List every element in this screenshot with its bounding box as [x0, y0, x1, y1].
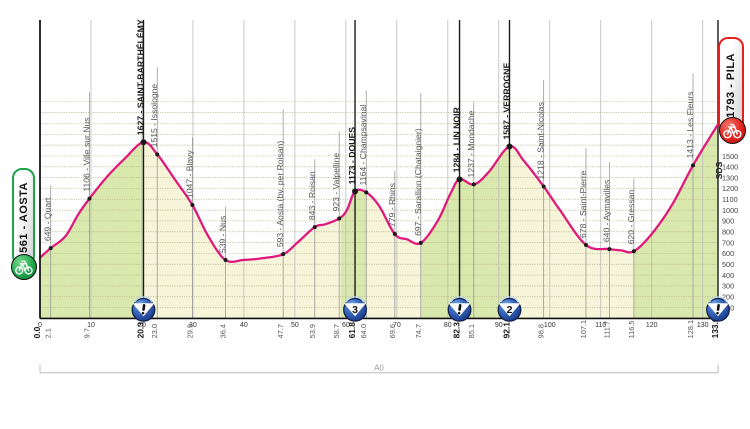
svg-text:100: 100 — [544, 322, 556, 329]
svg-text:85.1: 85.1 — [467, 324, 476, 338]
svg-text:700: 700 — [722, 238, 734, 247]
svg-text:400: 400 — [722, 271, 734, 280]
svg-text:923 - Valpelline: 923 - Valpelline — [331, 153, 341, 212]
svg-text:2.1: 2.1 — [44, 328, 53, 338]
svg-text:1413 - Les Fleurs: 1413 - Les Fleurs — [685, 91, 695, 158]
svg-text:1500: 1500 — [722, 152, 738, 161]
svg-text:20.3: 20.3 — [135, 322, 145, 339]
svg-text:1106 - Ville sur Nus: 1106 - Ville sur Nus — [81, 117, 91, 191]
svg-text:82.3: 82.3 — [452, 322, 462, 339]
svg-text:620 - Gressan: 620 - Gressan — [626, 190, 636, 245]
svg-text:1400: 1400 — [722, 163, 738, 172]
svg-text:61.8: 61.8 — [347, 322, 357, 339]
svg-text:900: 900 — [722, 217, 734, 226]
svg-text:3: 3 — [352, 304, 358, 316]
svg-text:1237 - Mondache: 1237 - Mondache — [466, 110, 476, 177]
svg-text:69.6: 69.6 — [388, 324, 397, 338]
svg-text:92.1: 92.1 — [502, 322, 512, 339]
svg-text:23.0: 23.0 — [150, 324, 159, 338]
svg-text:539 - Nus: 539 - Nus — [218, 216, 228, 253]
svg-text:1000: 1000 — [722, 206, 738, 215]
svg-text:649 - Quart: 649 - Quart — [43, 197, 53, 241]
svg-text:640 - Aymavilles: 640 - Aymavilles — [601, 180, 611, 242]
svg-text:36.4: 36.4 — [219, 324, 228, 338]
svg-text:111.7: 111.7 — [602, 321, 611, 338]
svg-text:697 - Sarallion (Chataignier): 697 - Sarallion (Chataignier) — [413, 128, 423, 236]
svg-text:116.5: 116.5 — [627, 320, 636, 338]
svg-text:2: 2 — [507, 304, 513, 316]
svg-text:1627 - SAINT-BARTHÉLÉMY: 1627 - SAINT-BARTHÉLÉMY — [135, 19, 145, 135]
svg-text:0.0: 0.0 — [32, 326, 42, 338]
svg-text:1100: 1100 — [722, 195, 738, 204]
svg-text:29.9: 29.9 — [185, 324, 194, 338]
svg-text:843 - Roisan: 843 - Roisan — [307, 171, 317, 220]
svg-text:107.1: 107.1 — [579, 320, 588, 339]
svg-text:500: 500 — [722, 260, 734, 269]
svg-text:1218 - Saint-Nicolas: 1218 - Saint-Nicolas — [536, 102, 546, 179]
svg-text:678 - Saint-Pierre: 678 - Saint-Pierre — [578, 170, 588, 238]
svg-text:1164 - Champsavinal: 1164 - Champsavinal — [358, 105, 368, 186]
svg-text:A0: A0 — [374, 364, 384, 373]
svg-text:600: 600 — [722, 249, 734, 258]
svg-text:1173 - DOUES: 1173 - DOUES — [347, 127, 357, 185]
svg-text:9.7: 9.7 — [82, 328, 91, 338]
svg-text:120: 120 — [646, 322, 658, 329]
svg-text:64.0: 64.0 — [359, 324, 368, 338]
svg-text:1515 - Issologne: 1515 - Issologne — [149, 84, 159, 148]
svg-text:1047 - Blavy: 1047 - Blavy — [184, 150, 194, 198]
svg-text:53.9: 53.9 — [308, 324, 317, 338]
svg-text:1300: 1300 — [722, 173, 738, 182]
svg-text:50: 50 — [291, 322, 299, 329]
svg-text:58.7: 58.7 — [332, 324, 341, 338]
svg-text:300: 300 — [722, 282, 734, 291]
svg-text:1284 - LIN NOIR: 1284 - LIN NOIR — [452, 106, 462, 172]
svg-text:74.7: 74.7 — [414, 324, 423, 338]
svg-text:10: 10 — [87, 322, 95, 329]
svg-text:128.1: 128.1 — [686, 320, 695, 339]
svg-text:130: 130 — [697, 322, 709, 329]
svg-text:1587 - VERROGNE: 1587 - VERROGNE — [502, 63, 512, 140]
svg-text:SDS: SDS — [714, 161, 724, 179]
svg-text:1200: 1200 — [722, 184, 738, 193]
svg-text:40: 40 — [240, 322, 248, 329]
svg-text:47.7: 47.7 — [276, 324, 285, 338]
svg-text:800: 800 — [722, 228, 734, 237]
svg-text:779 - Rhins: 779 - Rhins — [387, 183, 397, 227]
svg-text:593 - Aosta (bv. per Roisan): 593 - Aosta (bv. per Roisan) — [275, 141, 285, 247]
svg-text:98.8: 98.8 — [537, 324, 546, 338]
